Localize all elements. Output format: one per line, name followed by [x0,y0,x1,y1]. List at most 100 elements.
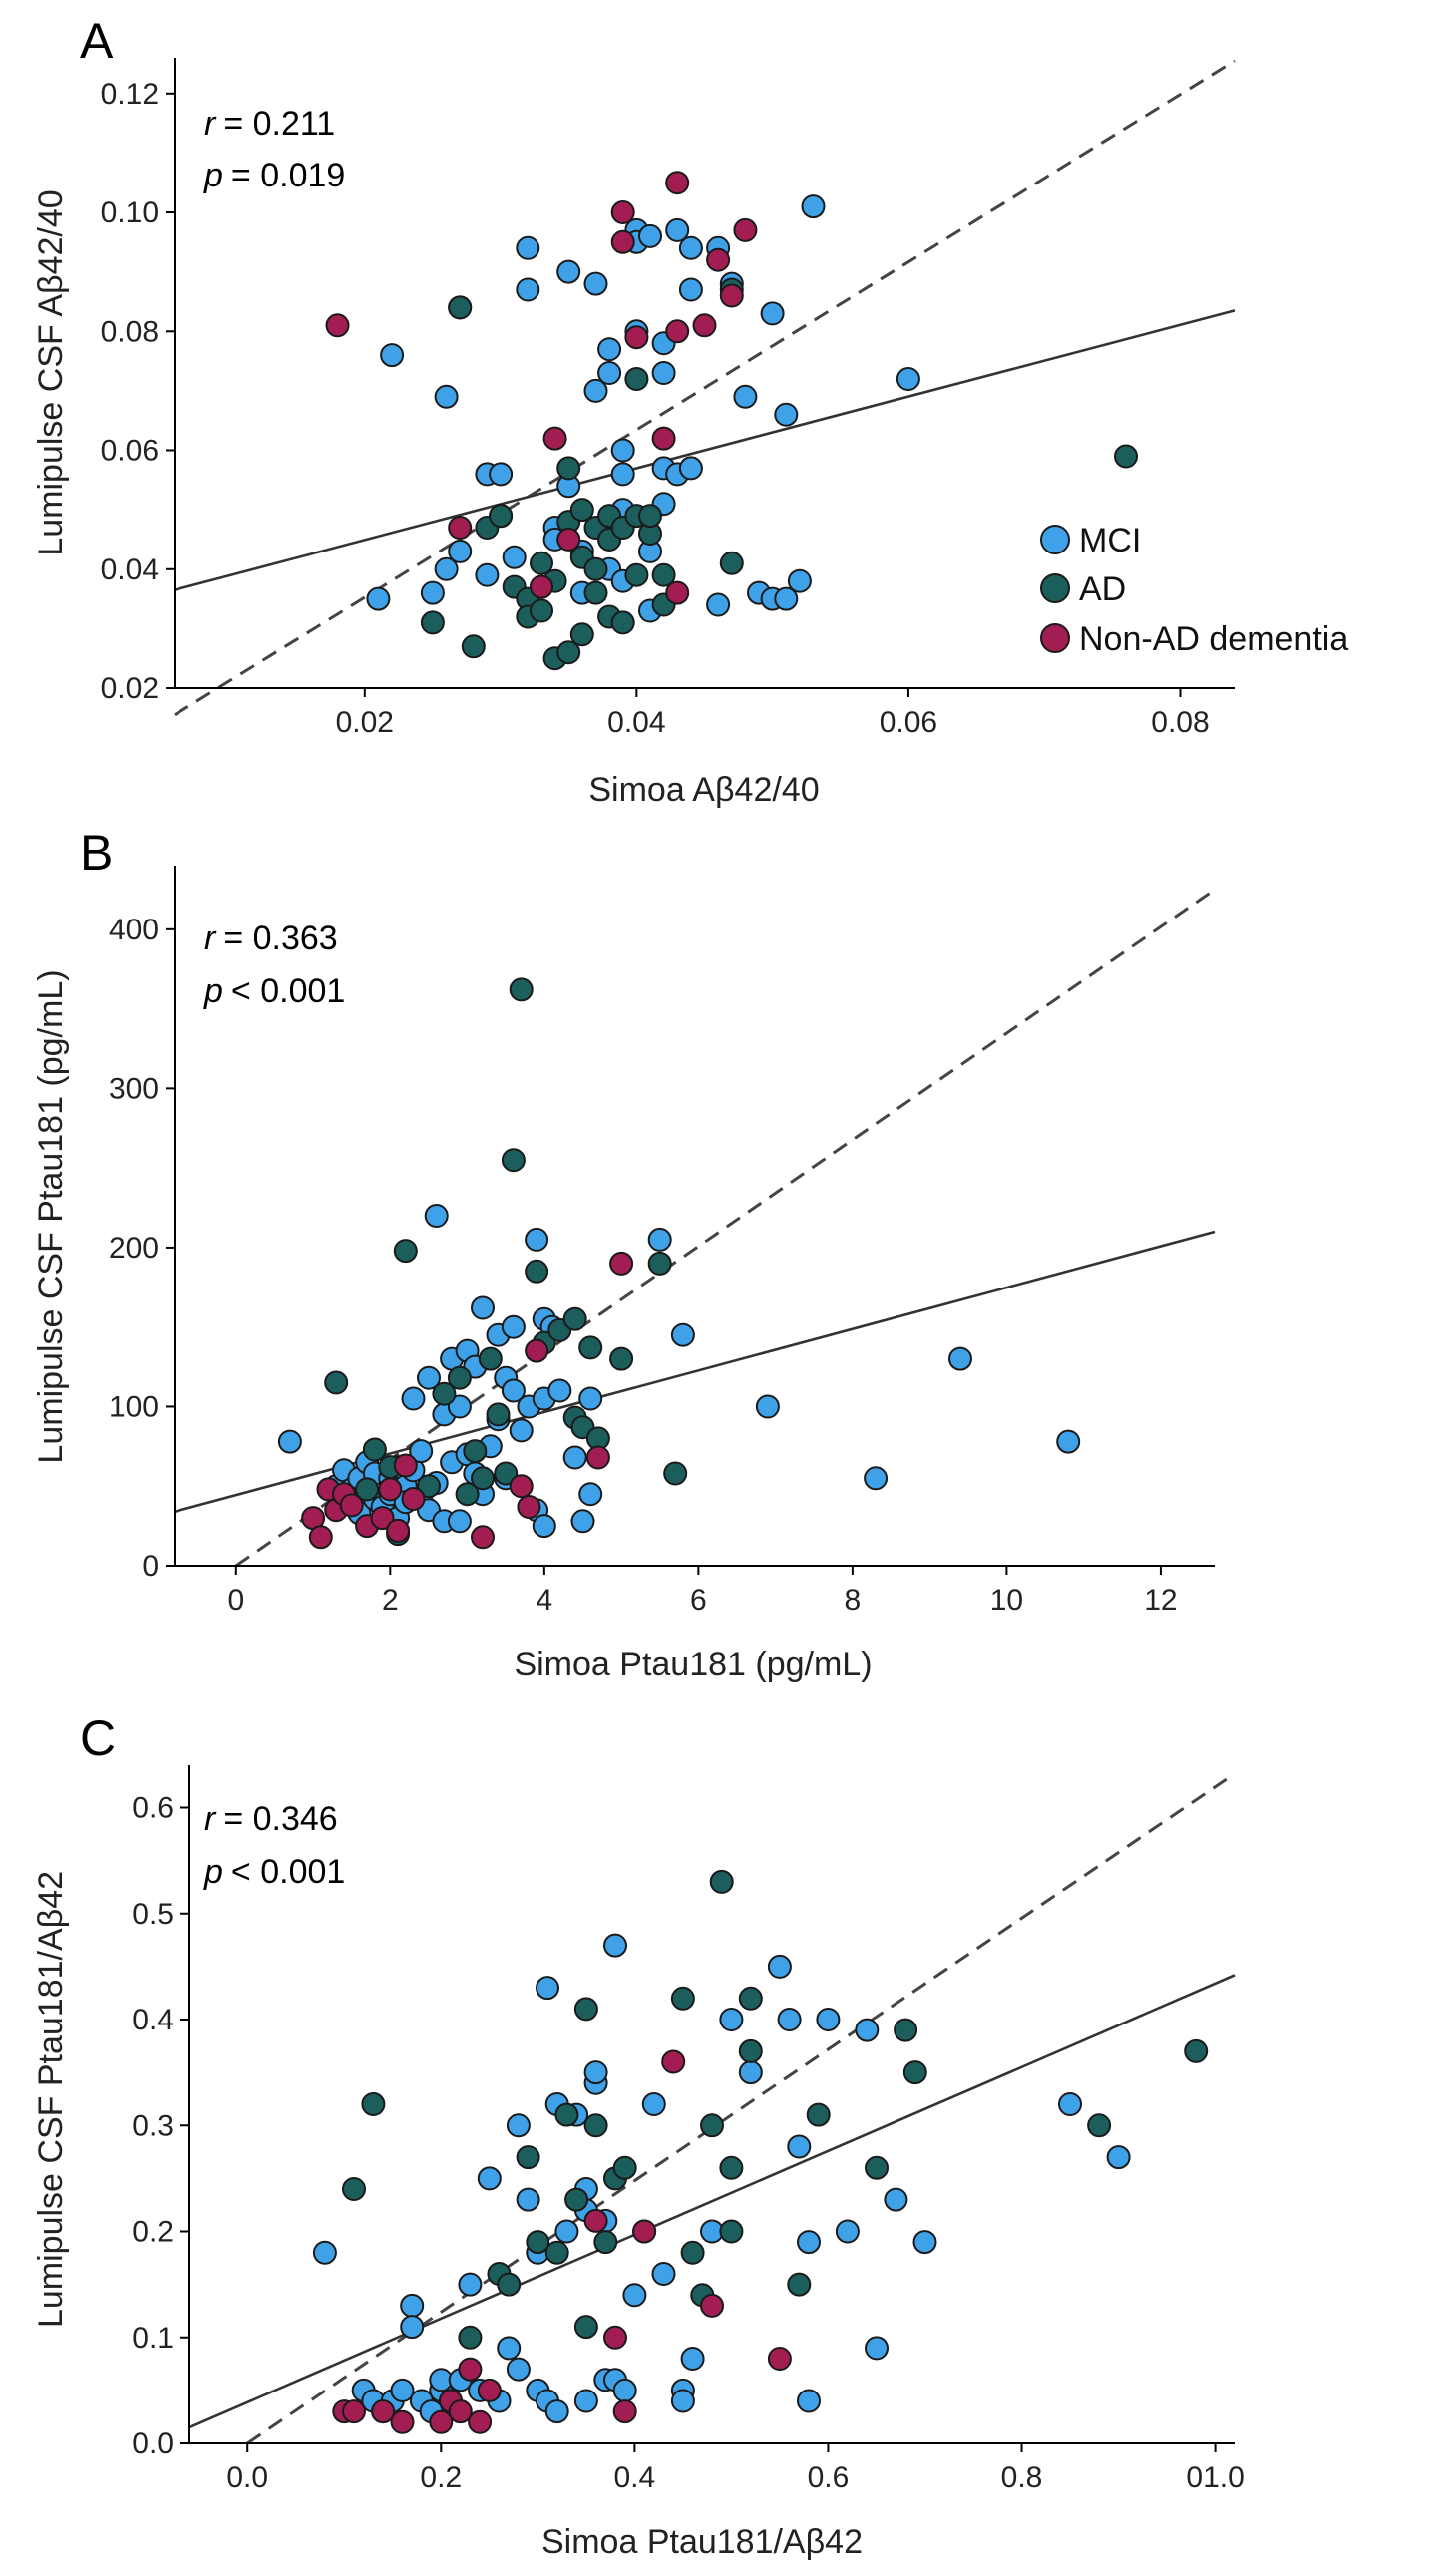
point-b-non-ad-dementia-10 [393,1453,418,1478]
panel-b-x-tick-label-0: 0 [227,1584,244,1617]
panel-b-x-tick-label-6: 12 [1144,1584,1177,1617]
point-a-mci-37 [651,361,676,385]
panel-b: B 0 2 4 6 8 10 12 0 100 200 300 400 r = 0.363 p < 0.0… [32,825,1216,1683]
point-b-ad-20 [562,1306,587,1331]
panel-b-r-stat: r = 0.363 [204,920,338,957]
point-c-ad-31 [1184,2038,1209,2063]
legend-label-ad: AD [1079,570,1126,608]
point-c-mci-0 [312,2240,337,2265]
point-c-ad-7 [544,2240,569,2265]
legend-label-mci: MCI [1079,522,1141,559]
point-a-non-ad-dementia-7 [624,325,649,350]
point-a-mci-52 [760,301,785,326]
point-a-ad-12 [556,456,581,481]
point-a-ad-33 [719,551,744,575]
panel-c-ticks: 0.0 0.2 0.4 0.6 0.8 01.0 0.0 0.1 0.2 0.3 0.4 0.5 0.6 [132,1792,1245,2495]
point-c-mci-35 [583,2060,608,2085]
point-b-mci-57 [670,1322,695,1347]
point-c-ad-23 [738,1986,763,2011]
point-b-mci-34 [471,1295,495,1320]
point-b-mci-0 [277,1429,302,1454]
point-b-ad-6 [417,1474,441,1499]
point-b-ad-14 [494,1461,519,1486]
legend-item-ad: AD [1040,570,1126,608]
point-a-non-ad-dementia-11 [665,580,690,605]
panel-b-y-tick-label-2: 200 [109,1232,159,1265]
point-c-ad-1 [361,2092,386,2116]
point-a-ad-25 [610,610,635,635]
point-b-mci-46 [525,1227,549,1252]
point-b-ad-15 [501,1148,526,1173]
point-b-ad-23 [578,1335,603,1360]
point-a-ad-1 [448,295,473,320]
point-a-non-ad-dementia-2 [530,574,553,599]
point-a-non-ad-dementia-9 [665,171,690,195]
panel-b-y-title: Lumipulse CSF Ptau181 (pg/mL) [32,969,70,1463]
point-c-non-ad-dementia-11 [603,2325,627,2350]
point-c-mci-63 [1106,2145,1131,2170]
point-c-ad-2 [458,2325,483,2350]
point-a-mci-28 [610,462,635,487]
point-c-ad-24 [738,2038,763,2063]
point-c-mci-17 [477,2166,502,2191]
panel-c-p-stat: p < 0.001 [203,1853,345,1891]
point-c-mci-25 [536,1976,559,2001]
point-c-ad-26 [806,2102,831,2127]
point-c-mci-56 [816,2008,841,2031]
panel-a-y-title: Lumipulse CSF Aβ42/40 [32,189,70,555]
panel-c-identity-line [246,1772,1236,2445]
point-a-ad-14 [556,640,581,665]
point-b-mci-49 [532,1514,556,1539]
point-a-mci-27 [610,438,635,463]
point-b-mci-42 [501,1314,526,1339]
point-a-mci-41 [665,217,690,242]
point-c-ad-0 [342,2177,366,2201]
panel-a-y-tick-label-5: 0.12 [101,78,159,111]
point-c-ad-17 [680,2240,705,2265]
point-a-mci-4 [434,384,459,409]
point-a-mci-53 [774,402,799,427]
point-a-non-ad-dementia-12 [692,313,717,338]
point-c-mci-47 [680,2347,705,2371]
point-c-ad-10 [573,1997,598,2022]
point-b-mci-21 [417,1365,441,1390]
point-c-ad-30 [1087,2113,1112,2138]
panel-b-ticks: 0 2 4 6 8 10 12 0 100 200 300 400 [109,914,1178,1617]
panel-a-x-title: Simoa Aβ42/40 [588,771,819,809]
point-c-mci-44 [651,2262,676,2286]
panel-c-x-title: Simoa Ptau181/Aβ42 [541,2523,863,2561]
point-c-mci-22 [516,2187,540,2212]
panel-a-x-tick-label-2: 0.06 [880,706,937,739]
point-b-non-ad-dementia-16 [585,1445,610,1470]
panel-a-r-stat: r = 0.211 [204,105,335,143]
point-c-mci-19 [497,2336,522,2361]
panel-a: A 0.02 0.04 0.06 0.080.020.040.060.080.100.… [32,13,1348,809]
panel-c-x-tick-label-5: 01.0 [1186,2461,1244,2494]
point-a-ad-0 [420,610,445,635]
point-a-ad-30 [638,504,662,529]
point-b-ad-16 [509,977,534,1002]
point-a-ad-2 [461,634,486,659]
point-b-mci-19 [409,1439,434,1464]
panel-c-y-title: Lumipulse CSF Ptau181/Aβ42 [32,1871,70,2328]
legend-label-non-ad: Non-AD dementia [1079,620,1348,658]
point-c-mci-55 [797,2389,821,2413]
point-c-mci-29 [554,2219,579,2244]
point-b-non-ad-dementia-9 [386,1518,411,1543]
point-c-ad-22 [719,2155,744,2180]
panel-b-x-tick-label-2: 4 [537,1584,553,1617]
point-a-mci-2 [420,580,445,605]
point-b-ad-17 [525,1259,549,1284]
point-c-ad-6 [526,2230,550,2255]
panel-b-points [277,977,1081,1550]
point-c-mci-46 [670,2389,695,2413]
point-b-ad-7 [432,1381,457,1406]
panel-b-x-tick-label-1: 2 [382,1584,399,1617]
point-b-ad-1 [355,1477,380,1502]
point-b-non-ad-dementia-12 [471,1525,495,1550]
point-b-mci-43 [509,1418,534,1443]
panel-a-points [325,171,1138,671]
point-c-mci-53 [787,2134,812,2159]
point-a-mci-43 [678,235,703,260]
panel-b-y-tick-label-1: 100 [109,1390,159,1423]
